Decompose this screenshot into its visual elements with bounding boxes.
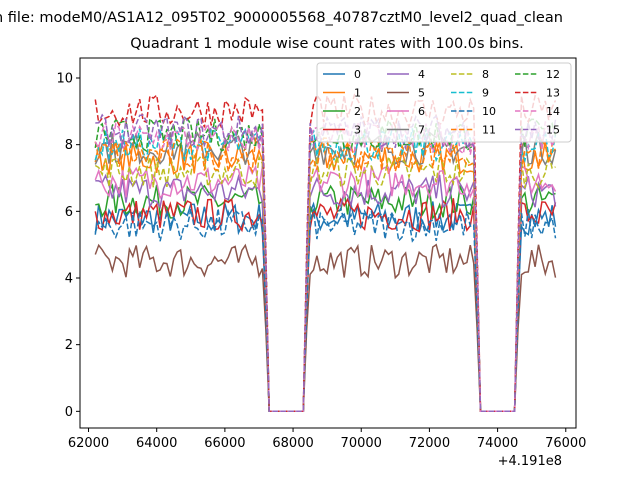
legend-label-9: 9 <box>482 87 489 100</box>
legend-label-11: 11 <box>482 124 496 137</box>
legend-label-4: 4 <box>418 68 425 81</box>
series-line-13 <box>94 93 557 413</box>
chart-title: Quadrant 1 module wise count rates with … <box>130 36 524 52</box>
legend-label-13: 13 <box>546 87 560 100</box>
series-line-3 <box>94 197 557 413</box>
legend-label-15: 15 <box>546 124 560 137</box>
y-tick-label: 10 <box>56 72 73 87</box>
series-line-10 <box>94 206 557 413</box>
figure-suptitle: n file: modeM0/AS1A12_095T02_9000005568_… <box>0 10 563 26</box>
legend-label-2: 2 <box>354 105 361 118</box>
y-tick-label: 6 <box>65 205 73 220</box>
x-tick-label: 72000 <box>409 436 450 451</box>
series-line-0 <box>94 200 557 413</box>
legend-label-0: 0 <box>354 68 361 81</box>
series-line-5 <box>94 243 557 413</box>
x-tick-label: 68000 <box>272 436 313 451</box>
x-tick-label: 66000 <box>204 436 245 451</box>
series-line-12 <box>94 116 557 413</box>
y-axis: 0 2 4 6 8 10 <box>56 72 80 420</box>
series-line-14 <box>94 119 557 413</box>
series-line-2 <box>95 183 556 413</box>
legend-label-8: 8 <box>482 68 489 81</box>
x-tick-label: 76000 <box>545 436 586 451</box>
legend-label-3: 3 <box>354 124 361 137</box>
y-tick-label: 4 <box>65 272 73 287</box>
x-tick-label: 74000 <box>477 436 518 451</box>
legend-box <box>316 62 572 143</box>
x-axis-offset-label: +4.191e8 <box>498 454 562 469</box>
y-tick-label: 2 <box>65 338 73 353</box>
legend-label-6: 6 <box>418 105 425 118</box>
series-layer <box>94 93 557 413</box>
legend-label-10: 10 <box>482 105 496 118</box>
legend-label-12: 12 <box>546 68 560 81</box>
x-axis: 62000 64000 66000 68000 70000 72000 74000 76000 <box>68 428 586 451</box>
x-tick-label: 62000 <box>68 436 109 451</box>
legend-label-5: 5 <box>418 87 425 100</box>
legend-label-14: 14 <box>546 105 560 118</box>
y-tick-label: 0 <box>65 405 73 420</box>
legend-label-1: 1 <box>354 87 361 100</box>
y-tick-label: 8 <box>65 138 73 153</box>
series-line-11 <box>94 136 557 413</box>
x-tick-label: 70000 <box>341 436 382 451</box>
plot-area-frame <box>79 57 577 429</box>
legend-label-7: 7 <box>418 124 425 137</box>
x-tick-label: 64000 <box>136 436 177 451</box>
